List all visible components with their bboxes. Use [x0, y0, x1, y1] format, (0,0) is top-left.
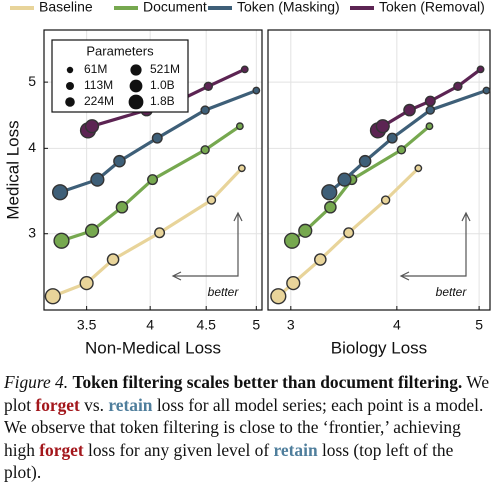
data-point [147, 174, 159, 186]
x-tick-label: 5 [475, 317, 483, 333]
x-tick-label: 4 [393, 317, 401, 333]
size-legend-label: 1.0B [150, 78, 175, 92]
data-point [44, 288, 61, 305]
x-tick-label: 3.5 [77, 317, 97, 333]
legend-label: Token (Removal) [379, 0, 485, 15]
data-point [321, 184, 338, 201]
size-legend-label: 113M [84, 78, 113, 92]
data-point [482, 86, 491, 95]
data-point [84, 223, 100, 238]
better-arrow [402, 214, 467, 277]
size-legend-box [51, 39, 189, 113]
data-point [396, 145, 407, 155]
data-point [51, 184, 69, 201]
legend-label: Token (Masking) [237, 0, 340, 15]
size-legend-marker [65, 97, 75, 107]
data-point [358, 154, 372, 168]
x-tick-label: 4 [146, 317, 154, 333]
data-point [343, 227, 355, 239]
size-legend-label: 224M [84, 94, 114, 108]
size-legend-marker [128, 94, 144, 110]
size-legend-label: 521M [150, 62, 180, 76]
arrow-head [399, 211, 471, 281]
data-point [425, 105, 436, 115]
y-tick-label: 4 [28, 139, 36, 155]
data-point [424, 95, 436, 107]
data-point [237, 164, 246, 173]
caption-retain: retain [108, 394, 153, 415]
size-legend-label: 61M [84, 62, 107, 76]
y-tick-label: 5 [28, 73, 36, 89]
y-axis-label: Medical Loss [3, 120, 22, 219]
y-tick-label: 3 [28, 224, 36, 240]
size-legend-label: 1.8B [150, 94, 175, 108]
data-point [286, 276, 301, 291]
data-point [240, 65, 249, 74]
data-point [324, 200, 337, 214]
caption-text: vs. [79, 394, 109, 415]
legend-label: Baseline [39, 0, 93, 15]
data-point [314, 253, 327, 266]
x-axis-label: Non-Medical Loss [85, 338, 221, 357]
caption: Figure 4. Token filtering scales better … [4, 371, 492, 484]
x-tick-label: 4.5 [196, 317, 216, 333]
data-point [200, 145, 210, 155]
data-point [453, 81, 463, 92]
x-tick-label: 3 [287, 317, 295, 333]
data-point [252, 86, 261, 95]
data-point [235, 122, 244, 131]
x-tick-label: 5 [252, 317, 260, 333]
data-point [298, 223, 313, 238]
data-point [84, 119, 100, 134]
data-point [375, 119, 390, 134]
data-point [90, 172, 105, 187]
chart: Baseline Document Token (Masking) Token (Re… [3, 0, 491, 357]
data-point [414, 164, 423, 173]
data-point [203, 81, 214, 92]
size-legend-marker [129, 79, 143, 93]
data-point [206, 195, 217, 205]
better-arrow [174, 214, 239, 277]
caption-text: loss for all model series; each point is… [4, 394, 484, 460]
caption-bold: Token filtering scales better than docum… [72, 372, 463, 392]
caption-label: Figure 4. [4, 372, 69, 392]
caption-retain: retain [273, 439, 318, 460]
plot-frame [267, 29, 491, 311]
data-point [270, 288, 287, 305]
data-point [115, 200, 129, 214]
caption-text: loss (top left of the plot). [4, 439, 454, 483]
data-point [476, 65, 485, 74]
data-point [53, 232, 70, 249]
data-point [283, 232, 301, 249]
size-legend-title: Parameters [86, 43, 154, 58]
size-legend-marker [130, 64, 142, 76]
size-legend-marker [66, 66, 74, 74]
annotation: better [436, 285, 468, 299]
caption-forget: forget [35, 394, 80, 415]
legend-label: Document [143, 0, 207, 15]
data-point [113, 154, 126, 168]
data-point [79, 276, 94, 291]
data-point [151, 132, 163, 144]
series-line [52, 167, 243, 298]
x-axis-label: Biology Loss [331, 338, 427, 357]
data-point [386, 132, 398, 144]
size-legend-marker [66, 82, 74, 90]
data-point [403, 103, 416, 117]
caption-text: We plot [4, 372, 490, 415]
data-point [154, 227, 166, 239]
data-point [106, 253, 120, 266]
annotation: better [208, 285, 240, 299]
caption-text: loss for any given level of [83, 439, 274, 460]
caption-forget: forget [39, 439, 84, 460]
arrow-head [171, 211, 243, 281]
data-point [337, 172, 352, 187]
plot-frame [43, 29, 263, 311]
data-point [380, 195, 391, 205]
data-point [200, 105, 210, 115]
data-point [425, 122, 434, 131]
